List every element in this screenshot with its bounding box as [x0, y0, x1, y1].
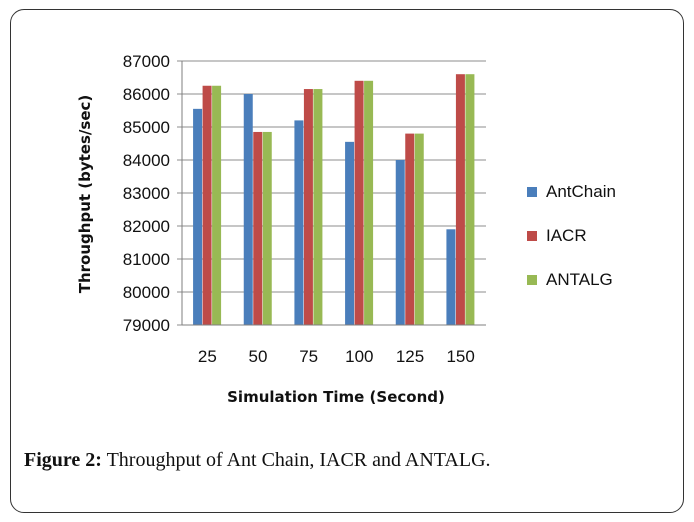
y-tick-label: 80000 [123, 283, 170, 302]
bar-antalg-75 [313, 89, 323, 325]
y-tick-label: 86000 [123, 85, 170, 104]
grid-lines [177, 60, 486, 326]
bar-antchain-75 [294, 120, 304, 326]
x-tick-label: 75 [299, 347, 318, 366]
y-tick-labels: 79000 80000 81000 82000 83000 84000 85000 86000… [123, 52, 170, 335]
bar-antchain-25 [193, 108, 203, 325]
bar-antchain-150 [446, 229, 456, 325]
caption-label: Figure 2: [24, 449, 102, 471]
bar-antchain-125 [395, 160, 405, 325]
axes [181, 61, 486, 326]
bar-antchain-100 [345, 141, 355, 325]
legend-swatch-antalg [527, 275, 537, 285]
y-tick-label: 87000 [123, 52, 170, 71]
x-tick-label: 150 [446, 347, 474, 366]
bar-antalg-150 [465, 74, 475, 325]
y-tick-label: 82000 [123, 217, 170, 236]
y-tick-label: 81000 [123, 250, 170, 269]
legend-label-antchain: AntChain [546, 182, 616, 201]
bar-iacr-100 [354, 80, 364, 325]
bar-iacr-125 [405, 133, 415, 325]
legend-swatch-iacr [527, 231, 537, 241]
x-tick-label: 50 [249, 347, 268, 366]
legend-swatch-antchain [527, 187, 537, 197]
x-tick-labels: 25 50 75 100 125 150 [198, 347, 475, 366]
bar-iacr-150 [455, 74, 465, 325]
x-tick-label: 100 [345, 347, 373, 366]
legend-label-antalg: ANTALG [546, 270, 613, 289]
bar-iacr-25 [202, 85, 212, 325]
y-tick-label: 85000 [123, 118, 170, 137]
bar-antalg-50 [262, 131, 272, 325]
bar-iacr-75 [303, 89, 313, 325]
x-tick-label: 25 [198, 347, 217, 366]
y-tick-label: 79000 [123, 316, 170, 335]
y-tick-label: 83000 [123, 184, 170, 203]
y-axis-title: Throughput (bytes/sec) [76, 95, 94, 294]
figure-caption: Figure 2: Throughput of Ant Chain, IACR … [24, 449, 491, 472]
bar-iacr-50 [253, 131, 263, 325]
y-tick-label: 84000 [123, 151, 170, 170]
bar-antalg-25 [212, 85, 222, 325]
bar-chart: 79000 80000 81000 82000 83000 84000 85000 86000… [76, 52, 616, 406]
bar-antalg-125 [414, 133, 424, 325]
bar-antchain-50 [243, 94, 253, 325]
bar-antalg-100 [364, 80, 374, 325]
legend-label-iacr: IACR [546, 226, 587, 245]
x-tick-label: 125 [396, 347, 424, 366]
bars [193, 74, 475, 326]
caption-text: Throughput of Ant Chain, IACR and ANTALG… [101, 449, 491, 471]
x-axis-title: Simulation Time (Second) [227, 388, 445, 406]
legend: AntChain IACR ANTALG [527, 182, 616, 289]
